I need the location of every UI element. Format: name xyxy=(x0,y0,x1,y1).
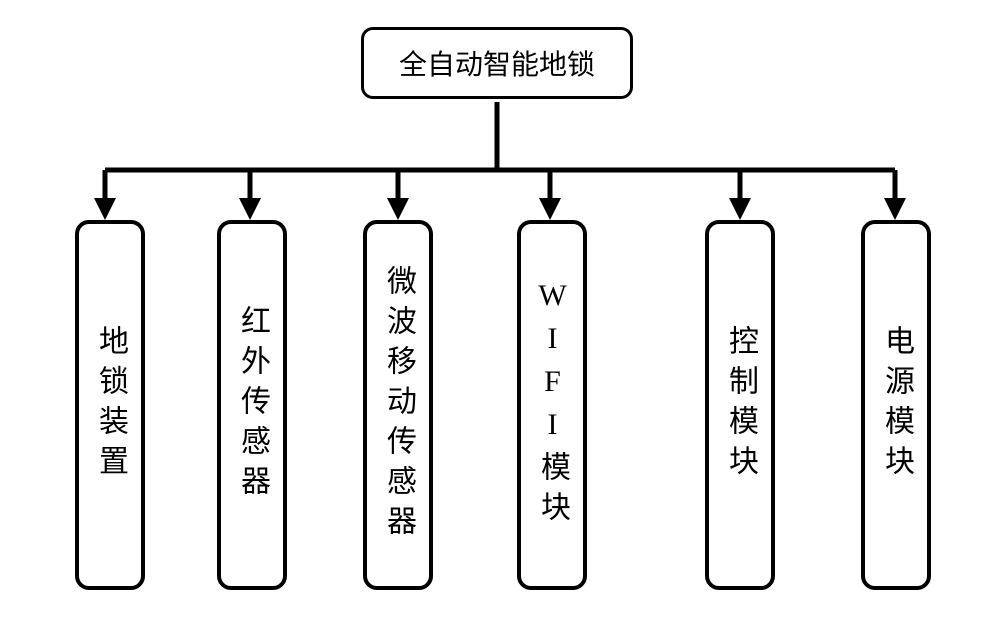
child-label: 控制模块 xyxy=(725,325,755,485)
connector-lines xyxy=(25,15,975,605)
root-label: 全自动智能地锁 xyxy=(399,43,595,83)
child-node: WIFI模块 xyxy=(517,220,587,590)
diagram-container: 全自动智能地锁 地锁装置 红外传感器 微波移动传感器 WIFI模块 控制模块 电源模块 xyxy=(25,15,975,605)
child-label: 电源模块 xyxy=(881,325,911,485)
child-label: 地锁装置 xyxy=(95,325,125,485)
child-node: 电源模块 xyxy=(861,220,931,590)
child-node: 红外传感器 xyxy=(217,220,287,590)
child-label: 微波移动传感器 xyxy=(383,265,413,545)
child-node: 地锁装置 xyxy=(75,220,145,590)
root-node: 全自动智能地锁 xyxy=(361,27,633,99)
child-label: WIFI模块 xyxy=(537,279,567,531)
child-label: 红外传感器 xyxy=(237,305,267,505)
child-node: 控制模块 xyxy=(705,220,775,590)
child-node: 微波移动传感器 xyxy=(363,220,433,590)
